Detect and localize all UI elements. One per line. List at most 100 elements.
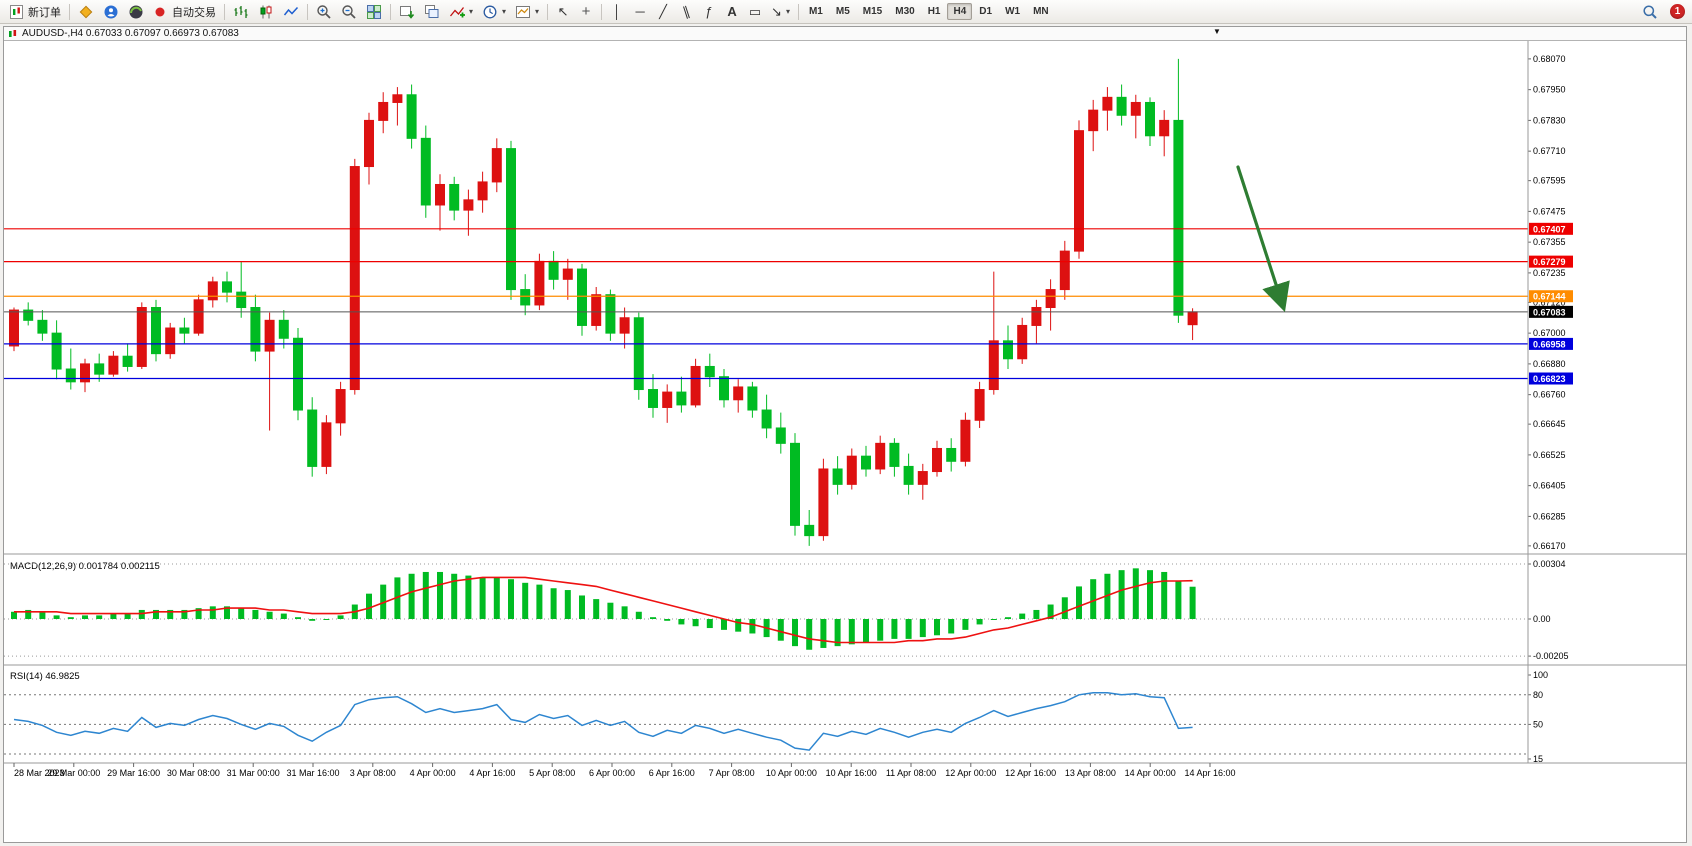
date-label: 30 Mar 08:00 (167, 768, 220, 778)
mql5-button[interactable] (124, 2, 148, 22)
date-label: 14 Apr 00:00 (1125, 768, 1176, 778)
macd-histogram-bar (138, 609, 145, 619)
candle-body (520, 289, 531, 306)
candle-body (591, 294, 602, 326)
tile-windows-button[interactable] (362, 2, 386, 22)
market-button[interactable] (74, 2, 98, 22)
crosshair-button[interactable]: + (575, 2, 597, 22)
arrange-windows-button[interactable] (395, 2, 419, 22)
candle-body (250, 307, 261, 352)
macd-histogram-bar (1047, 604, 1054, 619)
auto-trading-button[interactable]: 自动交易 (149, 2, 220, 22)
timeframe-m15-button[interactable]: M15 (857, 3, 888, 20)
macd-histogram-bar (621, 606, 628, 619)
macd-histogram-bar (39, 611, 46, 619)
candle-body (1031, 307, 1042, 326)
timeframe-h1-button[interactable]: H1 (922, 3, 947, 20)
macd-histogram-bar (1161, 571, 1168, 619)
new-order-icon (10, 4, 23, 19)
cascade-windows-button[interactable] (420, 2, 444, 22)
vertical-line-button[interactable]: │ (606, 2, 628, 22)
candlestick-chart-button[interactable] (254, 2, 278, 22)
price-axis-label: 0.67355 (1533, 237, 1566, 247)
date-label: 6 Apr 00:00 (589, 768, 635, 778)
candle-body (648, 389, 658, 408)
new-order-button[interactable]: 新订单 (5, 2, 65, 22)
text-label-button[interactable]: ▭ (744, 2, 766, 22)
timeframe-d1-button[interactable]: D1 (973, 3, 998, 20)
candle-body (1173, 119, 1184, 316)
date-label: 29 Mar 00:00 (47, 768, 100, 778)
auto-trading-label: 自动交易 (172, 6, 216, 19)
candlestick-chart-icon (260, 5, 272, 18)
zoom-out-button[interactable] (337, 2, 361, 22)
price-axis-label: 0.66880 (1533, 359, 1566, 369)
trendline-button[interactable]: ╱ (652, 2, 674, 22)
periods-button[interactable]: ▾ (478, 2, 510, 22)
cursor-button[interactable]: ↖ (552, 2, 574, 22)
zoom-in-button[interactable] (312, 2, 336, 22)
macd-histogram-bar (777, 619, 784, 641)
macd-histogram-bar (891, 619, 898, 639)
macd-histogram-bar (252, 609, 259, 619)
macd-histogram-bar (792, 619, 798, 647)
macd-histogram-bar (153, 609, 159, 619)
notification-badge[interactable]: 1 (1670, 4, 1685, 19)
macd-histogram-bar (522, 582, 529, 619)
date-label: 28 Mar 2023 (14, 768, 65, 778)
bar-chart-button[interactable] (229, 2, 253, 22)
price-axis-label: 0.67235 (1533, 268, 1566, 278)
macd-histogram-bar (905, 619, 912, 639)
chart-shift-marker[interactable]: ▼ (1213, 27, 1221, 36)
rsi-axis-label: 80 (1533, 690, 1543, 700)
candle-body (264, 319, 275, 352)
vertical-line-icon: │ (612, 4, 622, 19)
timeframe-m5-button[interactable]: M5 (830, 3, 856, 20)
macd-histogram-bar (721, 619, 727, 630)
channel-button[interactable]: ∥ (675, 2, 697, 22)
timeframe-m1-button[interactable]: M1 (803, 3, 829, 20)
arrows-button[interactable]: ↘ ▾ (767, 2, 794, 22)
date-label: 13 Apr 08:00 (1065, 768, 1116, 778)
chart-titlebar[interactable]: AUDUSD-,H4 0.67033 0.67097 0.66973 0.670… (4, 27, 1686, 41)
timeframe-h4-button[interactable]: H4 (947, 3, 973, 20)
search-button[interactable] (1638, 2, 1662, 22)
price-axis-label: 0.67950 (1533, 85, 1566, 95)
horizontal-lines-layer[interactable] (4, 228, 1528, 380)
macd-histogram-bar (834, 619, 841, 647)
timeframe-mn-button[interactable]: MN (1027, 3, 1055, 20)
horizontal-line-button[interactable]: ─ (629, 2, 651, 22)
candle-body (321, 422, 332, 467)
text-tool-icon: A (727, 4, 737, 19)
date-label: 29 Mar 16:00 (107, 768, 160, 778)
line-chart-button[interactable] (279, 2, 303, 22)
macd-histogram-bar (664, 619, 671, 621)
fibonacci-icon: ƒ (705, 4, 713, 19)
price-axis-label: 0.66405 (1533, 481, 1566, 491)
macd-histogram-bar (408, 573, 415, 619)
annotation-arrow[interactable] (1236, 165, 1290, 313)
candle-body (719, 376, 729, 401)
candle-body (37, 319, 48, 334)
candle-body (577, 268, 587, 326)
candle-body (1187, 311, 1198, 326)
chart-canvas[interactable]: MACD(12,26,9) 0.001784 0.002115 RSI(14) … (4, 41, 1686, 842)
price-axis-label: 0.67710 (1533, 146, 1566, 156)
price-axis-label: 0.67120 (1533, 297, 1566, 307)
macd-histogram-bar (579, 595, 585, 619)
timeframe-m30-button[interactable]: M30 (889, 3, 920, 20)
text-button[interactable]: A (721, 2, 743, 22)
templates-button[interactable]: ▾ (511, 2, 543, 22)
price-scale[interactable]: 0.68070 0.67950 0.67830 0.67710 0.67595 0.674… (1528, 54, 1566, 551)
fibonacci-button[interactable]: ƒ (698, 2, 720, 22)
candle-body (889, 442, 900, 467)
community-button[interactable] (99, 2, 123, 22)
price-axis-label: 0.66760 (1533, 390, 1566, 400)
macd-histogram-bar (678, 619, 685, 625)
indicators-button[interactable]: ▾ (445, 2, 477, 22)
timeframe-w1-button[interactable]: W1 (999, 3, 1026, 20)
price-tag-box (1529, 305, 1573, 318)
current-price-tag: 0.67083 (1529, 305, 1573, 318)
date-label: 7 Apr 08:00 (709, 768, 755, 778)
